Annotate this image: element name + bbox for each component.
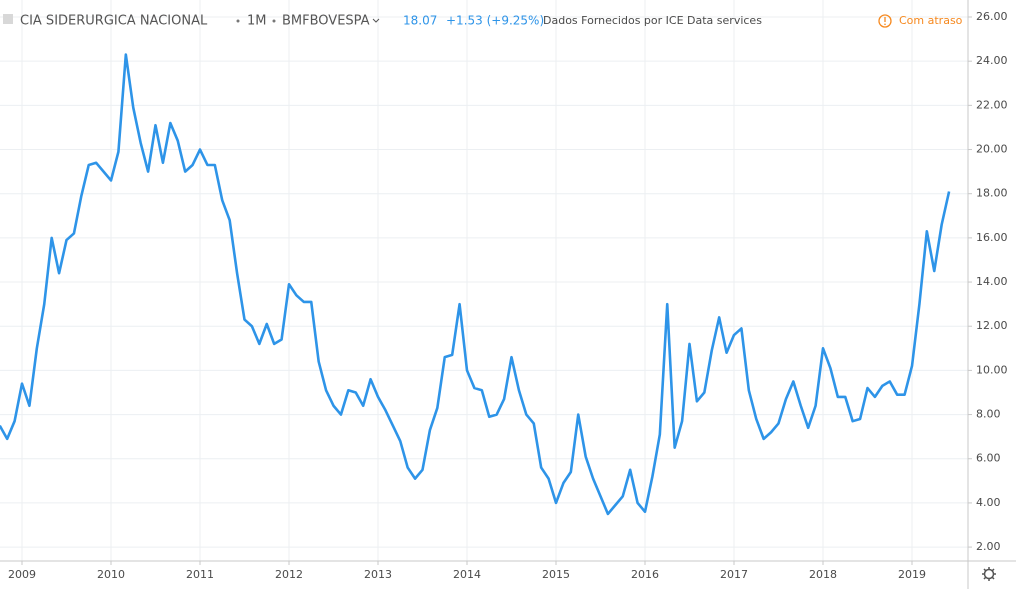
exchange: BMFBOVESPA xyxy=(282,14,370,29)
x-tick-label: 2014 xyxy=(453,568,481,581)
y-tick-label: 4.00 xyxy=(976,496,1001,509)
separator xyxy=(236,19,240,23)
x-tick-label: 2013 xyxy=(364,568,392,581)
y-tick-label: 8.00 xyxy=(976,408,1001,421)
y-tick-label: 2.00 xyxy=(976,540,1001,553)
symbol-icon xyxy=(3,14,13,24)
x-tick-label: 2012 xyxy=(275,568,303,581)
status[interactable]: Com atraso xyxy=(899,14,963,27)
y-tick-label: 10.00 xyxy=(976,363,1008,376)
y-tick-label: 12.00 xyxy=(976,319,1008,332)
x-tick-label: 2017 xyxy=(720,568,748,581)
y-tick-label: 24.00 xyxy=(976,54,1008,67)
x-tick-label: 2010 xyxy=(97,568,125,581)
grid xyxy=(0,0,968,561)
y-tick-label: 18.00 xyxy=(976,187,1008,200)
price-line xyxy=(0,53,951,516)
x-tick-label: 2015 xyxy=(542,568,570,581)
y-tick-label: 26.00 xyxy=(976,10,1008,23)
x-tick-label: 2019 xyxy=(898,568,926,581)
data-source: Dados Fornecidos por ICE Data services xyxy=(543,14,762,27)
y-tick-label: 16.00 xyxy=(976,231,1008,244)
dropdown-caret[interactable] xyxy=(372,18,380,23)
delay-icon xyxy=(878,14,892,28)
separator xyxy=(272,19,276,23)
y-tick-label: 22.00 xyxy=(976,98,1008,111)
last-price: 18.07 xyxy=(403,14,437,28)
y-tick-label: 14.00 xyxy=(976,275,1008,288)
x-tick-label: 2018 xyxy=(809,568,837,581)
symbol-title: CIA SIDERURGICA NACIONAL xyxy=(20,14,208,29)
x-tick-label: 2011 xyxy=(186,568,214,581)
y-tick-label: 20.00 xyxy=(976,143,1008,156)
price-change: +1.53 (+9.25%) xyxy=(446,14,544,28)
y-tick-label: 6.00 xyxy=(976,452,1001,465)
interval: 1M xyxy=(247,14,267,29)
x-tick-label: 2009 xyxy=(8,568,36,581)
settings-icon[interactable] xyxy=(982,567,996,581)
delay-icon-dot xyxy=(884,23,886,26)
plot xyxy=(0,53,951,516)
x-tick-label: 2016 xyxy=(631,568,659,581)
